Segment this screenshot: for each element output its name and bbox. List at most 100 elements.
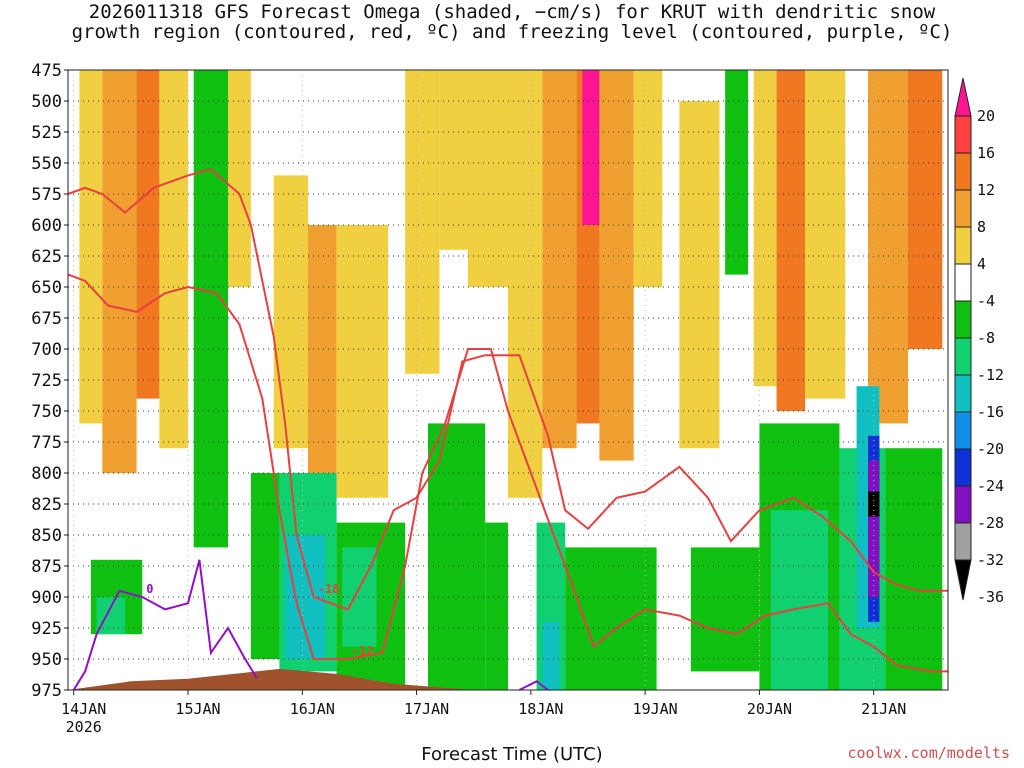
freezing-contour-1 bbox=[518, 680, 549, 691]
omega-cell-2 bbox=[136, 70, 160, 399]
colorbar-label-3: 8 bbox=[977, 218, 986, 236]
y-tick-label-575: 575 bbox=[31, 185, 62, 205]
omega-cell-1 bbox=[102, 70, 137, 473]
omega-cell-29 bbox=[285, 535, 326, 659]
y-tick-label-975: 975 bbox=[31, 681, 62, 701]
y-tick-label-550: 550 bbox=[31, 154, 62, 174]
omega-cell-45 bbox=[885, 448, 943, 690]
omega-cell-24 bbox=[908, 70, 943, 349]
omega-cell-20 bbox=[753, 70, 777, 387]
colorbar-seg-8 bbox=[954, 374, 972, 413]
x-tick-label-2: 16JAN bbox=[290, 700, 335, 718]
omega-cell-21 bbox=[776, 70, 806, 411]
omega-cell-27 bbox=[250, 473, 280, 659]
chart-title-line2: growth region (contoured, red, ºC) and f… bbox=[71, 21, 953, 43]
colorbar-label-11: -28 bbox=[977, 514, 1004, 532]
omega-cell-0 bbox=[79, 70, 103, 424]
omega-cell-36 bbox=[565, 547, 657, 690]
y-tick-label-875: 875 bbox=[31, 557, 62, 577]
y-tick-label-650: 650 bbox=[31, 278, 62, 298]
colorbar-label-4: 4 bbox=[977, 255, 986, 273]
omega-cell-32 bbox=[428, 423, 486, 690]
y-tick-label-500: 500 bbox=[31, 92, 62, 112]
y-tick-label-475: 475 bbox=[31, 61, 62, 81]
colorbar-seg-7 bbox=[954, 337, 972, 376]
dgz-contour-1 bbox=[67, 273, 948, 673]
omega-cell-17 bbox=[633, 70, 663, 287]
colorbar-seg-2 bbox=[954, 152, 972, 191]
x-tick-label-6: 20JAN bbox=[747, 700, 792, 718]
omega-cell-13 bbox=[542, 70, 577, 449]
colorbar-label-2: 12 bbox=[977, 181, 995, 199]
colorbar-seg-1 bbox=[954, 115, 972, 154]
x-tick-label-0: 14JAN bbox=[61, 700, 106, 718]
omega-cell-33 bbox=[485, 522, 508, 690]
y-tick-label-675: 675 bbox=[31, 309, 62, 329]
freezing-contour-0 bbox=[72, 559, 258, 691]
colorbar-label-6: -8 bbox=[977, 329, 995, 347]
omega-cell-39 bbox=[770, 510, 828, 690]
omega-cell-26 bbox=[96, 597, 126, 635]
colorbar-label-1: 16 bbox=[977, 144, 995, 162]
omega-cell-18 bbox=[679, 101, 720, 449]
y-tick-label-775: 775 bbox=[31, 433, 62, 453]
colorbar-label-7: -12 bbox=[977, 366, 1004, 384]
colorbar-seg-11 bbox=[954, 485, 972, 524]
y-tick-label-850: 850 bbox=[31, 526, 62, 546]
dgz-contour-0-label: -18 bbox=[318, 582, 340, 596]
omega-cell-19 bbox=[725, 70, 748, 275]
colorbar-seg-9 bbox=[954, 411, 972, 450]
colorbar-seg-5 bbox=[954, 263, 972, 302]
colorbar-bottom-arrow bbox=[954, 559, 972, 601]
chart-title-line1: 2026011318 GFS Forecast Omega (shaded, −… bbox=[88, 1, 936, 23]
y-tick-label-825: 825 bbox=[31, 495, 62, 515]
colorbar-label-8: -16 bbox=[977, 403, 1004, 421]
y-tick-label-800: 800 bbox=[31, 464, 62, 484]
y-tick-label-925: 925 bbox=[31, 619, 62, 639]
omega-cell-22 bbox=[805, 70, 846, 399]
y-tick-label-750: 750 bbox=[31, 402, 62, 422]
colorbar-seg-10 bbox=[954, 448, 972, 487]
y-tick-label-700: 700 bbox=[31, 340, 62, 360]
credit-link[interactable]: coolwx.com/modelts bbox=[847, 744, 1010, 762]
colorbar-label-10: -24 bbox=[977, 477, 1004, 495]
omega-cell-15 bbox=[582, 70, 600, 225]
colorbar-seg-6 bbox=[954, 300, 972, 339]
y-tick-label-600: 600 bbox=[31, 216, 62, 236]
omega-cell-6 bbox=[273, 175, 308, 449]
omega-cell-9 bbox=[405, 70, 440, 374]
colorbar-top-arrow bbox=[954, 77, 972, 117]
x-tick-label-1: 15JAN bbox=[175, 700, 220, 718]
colorbar-seg-4 bbox=[954, 226, 972, 265]
colorbar-seg-12 bbox=[954, 522, 972, 561]
omega-cell-4 bbox=[193, 70, 228, 548]
x-axis-label: Forecast Time (UTC) bbox=[421, 744, 603, 765]
terrain-fill bbox=[68, 668, 948, 690]
colorbar-label-13: -36 bbox=[977, 588, 1004, 606]
x-tick-label-3: 17JAN bbox=[404, 700, 449, 718]
colorbar-label-9: -20 bbox=[977, 440, 1004, 458]
omega-cell-35 bbox=[542, 621, 560, 690]
x-tick-label-5: 19JAN bbox=[633, 700, 678, 718]
x-tick-label-4: 18JAN bbox=[518, 700, 563, 718]
x-tick-label-7: 21JAN bbox=[861, 700, 906, 718]
omega-cell-10 bbox=[439, 70, 468, 250]
omega-cell-12 bbox=[508, 70, 543, 498]
y-tick-label-625: 625 bbox=[31, 247, 62, 267]
colorbar-label-0: 20 bbox=[977, 107, 995, 125]
y-tick-label-525: 525 bbox=[31, 123, 62, 143]
omega-cell-23 bbox=[868, 70, 908, 424]
omega-cell-16 bbox=[599, 70, 634, 461]
y-tick-label-725: 725 bbox=[31, 371, 62, 391]
y-tick-label-950: 950 bbox=[31, 650, 62, 670]
y-tick-label-900: 900 bbox=[31, 588, 62, 608]
omega-cell-7 bbox=[308, 225, 337, 473]
x-tick-sublabel-0: 2026 bbox=[66, 718, 102, 736]
colorbar-seg-3 bbox=[954, 189, 972, 228]
omega-cell-5 bbox=[228, 70, 251, 287]
omega-cell-37 bbox=[690, 547, 760, 672]
dgz-contour-0 bbox=[67, 168, 948, 611]
omega-cell-43 bbox=[868, 460, 880, 597]
omega-cell-3 bbox=[159, 70, 188, 449]
